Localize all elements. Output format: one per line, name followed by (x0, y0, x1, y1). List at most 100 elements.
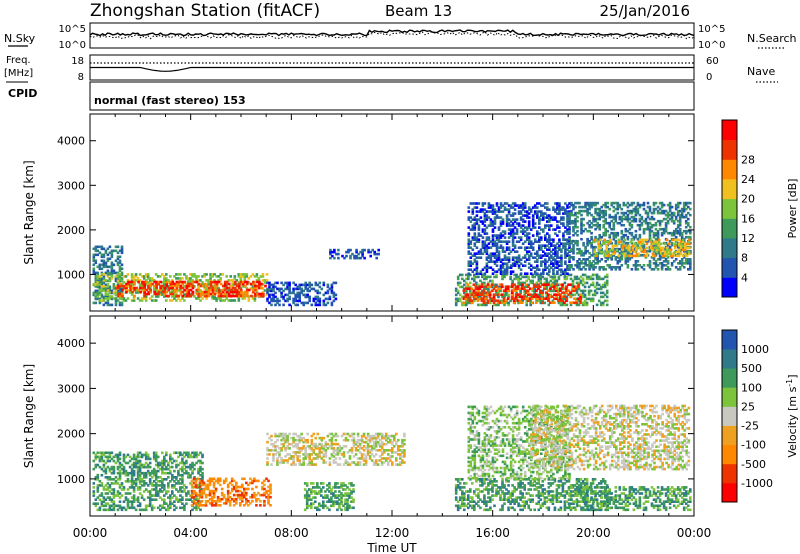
velocity-colorbar-tick: 1000 (741, 343, 769, 356)
velocity-colorbar-tick: -500 (741, 458, 766, 471)
power-colorbar-segment (722, 218, 737, 239)
velocity-colorbar-label-sup: -1 (785, 379, 794, 387)
x-tick-label: 16:00 (475, 526, 510, 540)
x-tick-label: 12:00 (375, 526, 410, 540)
velocity-ytick-label: 1000 (57, 473, 85, 486)
power-ytick-label: 3000 (57, 179, 85, 192)
power-region (467, 202, 571, 275)
noise-tick-left-top: 10^5 (59, 24, 86, 35)
cpid-text: normal (fast stereo) 153 (94, 94, 246, 107)
power-region (115, 280, 267, 298)
station-title: Zhongshan Station (fitACF) (90, 1, 320, 21)
noise-strip-frame (89, 22, 695, 49)
velocity-colorbar-segment (722, 482, 737, 503)
power-region (568, 201, 692, 271)
velocity-region (303, 482, 355, 512)
velocity-colorbar-segment (722, 444, 737, 465)
x-tick-label: 04:00 (173, 526, 208, 540)
power-panel: 1000 2000 3000 4000 Slant Range [km] 28 24 20 16… (22, 113, 799, 312)
velocity-colorbar-tick: 25 (741, 400, 755, 413)
power-region (593, 238, 691, 258)
power-colorbar-tick: 12 (741, 232, 755, 245)
power-colorbar-frame (721, 119, 738, 298)
cpid-strip-frame (89, 81, 695, 111)
nave-label: Nave (747, 65, 775, 78)
velocity-region (92, 451, 204, 512)
beam-label: Beam 13 (385, 2, 452, 20)
power-ytick-label: 1000 (57, 268, 85, 281)
power-region (329, 248, 380, 260)
freq-unit-label: [MHz] (4, 68, 33, 79)
power-colorbar-segment (722, 238, 737, 259)
freq-tick-top: 18 (71, 56, 84, 67)
time-axis-labels: 00:00 04:00 08:00 12:00 16:00 20:00 00:00 (73, 526, 712, 540)
nsky-label: N.Sky (4, 32, 36, 45)
freq-series (90, 62, 694, 72)
date-label: 25/Jan/2016 (600, 2, 691, 20)
noise-tick-left-bottom: 10^0 (59, 40, 86, 51)
power-colorbar-segment (722, 257, 737, 278)
noise-tick-right-top: 10^5 (698, 24, 725, 35)
power-colorbar-segment (722, 277, 737, 298)
power-ylabel: Slant Range [km] (22, 160, 36, 264)
x-tick-label: 00:00 (677, 526, 712, 540)
velocity-region (190, 477, 272, 507)
power-colorbar-tick: 28 (741, 153, 755, 166)
nsearch-series (89, 31, 695, 40)
velocity-colorbar-tick: -25 (741, 420, 759, 433)
power-ytick-label: 2000 (57, 224, 85, 237)
power-region (462, 283, 582, 304)
velocity-colorbar-segment (722, 387, 737, 407)
nsky-series (89, 29, 695, 37)
nave-tick-top: 60 (706, 56, 719, 67)
velocity-region (530, 404, 691, 471)
x-axis-label: Time UT (366, 541, 417, 554)
velocity-ylabel: Slant Range [km] (22, 364, 36, 468)
velocity-colorbar-tick: -100 (741, 439, 766, 452)
freq-series (90, 66, 694, 72)
velocity-colorbar-segment (722, 463, 737, 484)
power-colorbar-tick: 20 (741, 193, 755, 206)
velocity-colorbar-tick: -1000 (741, 477, 773, 490)
velocity-colorbar-segment (722, 368, 737, 388)
freq-tick-bottom: 8 (78, 72, 84, 83)
power-colorbar-segment (722, 139, 737, 160)
velocity-ytick-label: 2000 (57, 428, 85, 441)
freq-label: Freq. (6, 55, 31, 66)
velocity-region (454, 478, 609, 512)
velocity-colorbar-label-end: ] (786, 374, 799, 378)
velocity-region (568, 486, 692, 512)
velocity-ytick-label: 4000 (57, 337, 85, 350)
power-colorbar-tick: 4 (741, 271, 748, 284)
power-colorbar-segment (722, 198, 737, 219)
noise-tick-right-bottom: 10^0 (698, 40, 725, 51)
velocity-colorbar-segment (722, 330, 737, 350)
velocity-ytick-label: 3000 (57, 382, 85, 395)
nave-tick-bottom: 0 (706, 72, 712, 83)
power-ytick-label: 4000 (57, 135, 85, 148)
power-colorbar-segment (722, 159, 737, 180)
velocity-colorbar-tick: 500 (741, 362, 762, 375)
velocity-colorbar-tick: 100 (741, 381, 762, 394)
power-colorbar-tick: 8 (741, 252, 748, 265)
x-tick-label: 08:00 (274, 526, 309, 540)
power-region (266, 281, 338, 307)
x-tick-label: 20:00 (576, 526, 611, 540)
velocity-colorbar-label: Velocity [m s-1] (785, 374, 799, 457)
velocity-panel: 1000 2000 3000 4000 Slant Range [km] 1000 500 1… (22, 315, 799, 517)
velocity-colorbar-segment (722, 425, 737, 446)
velocity-colorbar-frame (721, 329, 738, 503)
velocity-colorbar-segment (722, 349, 737, 369)
velocity-region (266, 432, 406, 466)
power-colorbar-tick: 16 (741, 212, 755, 225)
power-colorbar-label: Power [dB] (786, 179, 799, 239)
power-colorbar-segment (722, 179, 737, 200)
x-tick-label: 00:00 (73, 526, 108, 540)
nsearch-label: N.Search (747, 32, 797, 45)
cpid-label: CPID (8, 87, 37, 100)
velocity-colorbar-segment (722, 406, 737, 426)
power-colorbar-tick: 24 (741, 173, 755, 186)
noise-series (89, 29, 695, 40)
power-colorbar-segment (722, 120, 737, 141)
